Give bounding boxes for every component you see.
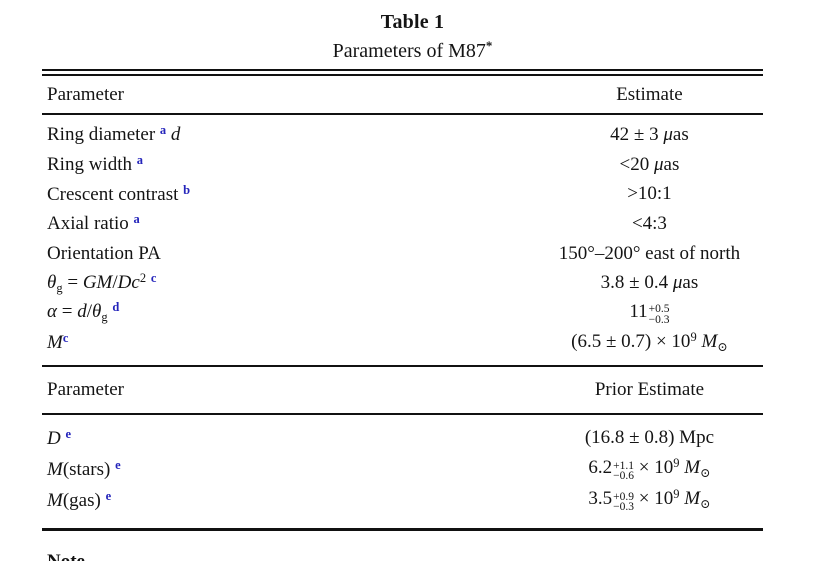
estimate-cell: <20 μas [619, 153, 680, 175]
table-caption: Table 1 Parameters of M87* [0, 11, 825, 63]
parameters-table: Parameter Estimate Ring diameter a d 42 ±… [42, 69, 763, 531]
estimate-cell: 3.5 +0.9 −0.3 × 109 M⊙ [588, 487, 711, 514]
parameter-column-header: Parameter [47, 83, 125, 105]
parameter-cell: Axial ratio a [47, 212, 140, 235]
top-double-rule [42, 69, 763, 76]
parameter-cell: Orientation PA [47, 242, 161, 264]
footnote-mark: d [112, 300, 120, 315]
parameter-cell: θg = GM/Dc2 c [47, 270, 157, 295]
footnote-mark: b [183, 182, 191, 197]
stacked-uncertainty: +1.1 −0.6 [613, 459, 634, 483]
table-row: Mc (6.5 ± 0.7) × 109 M⊙ [42, 328, 763, 358]
table-row: Ring width a <20 μas [42, 150, 763, 180]
parameter-column-header: Parameter [47, 378, 125, 400]
parameter-cell: Mc [47, 331, 69, 354]
header-row-prior-estimate: Parameter Prior Estimate [42, 367, 763, 413]
table-row: α = d/θg d 11 +0.5 −0.3 [42, 298, 763, 328]
estimate-cell: 11 +0.5 −0.3 [629, 300, 670, 326]
stacked-uncertainty: +0.9 −0.3 [613, 490, 634, 514]
bottom-rule [42, 527, 763, 531]
parameter-cell: Ring width a [47, 153, 143, 176]
stacked-uncertainty: +0.5 −0.3 [648, 303, 670, 326]
table-row: θg = GM/Dc2 c 3.8 ± 0.4 μas [42, 268, 763, 298]
footnote-mark: c [150, 270, 157, 285]
header-row-estimate: Parameter Estimate [42, 76, 763, 113]
footnote-mark: c [62, 331, 69, 346]
estimate-cell: 6.2 +1.1 −0.6 × 109 M⊙ [588, 456, 711, 483]
footnote-mark: a [133, 212, 140, 227]
parameter-cell: Ring diameter a d [47, 123, 181, 146]
header-rule [42, 113, 763, 115]
footnote-mark: e [105, 488, 112, 503]
estimate-cell: 150°–200° east of north [558, 242, 741, 264]
table-row: Crescent contrast b >10:1 [42, 179, 763, 209]
asterisk-footnote-mark: * [485, 38, 493, 53]
estimate-cell: 42 ± 3 μas [610, 123, 689, 145]
footnote-mark: a [136, 153, 143, 168]
estimate-column-header: Estimate [616, 83, 683, 105]
estimate-cell: <4:3 [631, 212, 667, 234]
section-divider-rule [42, 364, 763, 367]
table-row: M(gas) e 3.5 +0.9 −0.3 × 109 M⊙ [42, 485, 763, 516]
estimate-cell: (6.5 ± 0.7) × 109 M⊙ [571, 330, 728, 355]
header-rule [42, 412, 763, 415]
table-row: Axial ratio a <4:3 [42, 209, 763, 239]
parameter-cell: M(stars) e [47, 457, 121, 480]
parameter-cell: M(gas) e [47, 488, 112, 511]
footnote-mark: a [159, 123, 167, 138]
table-row: M(stars) e 6.2 +1.1 −0.6 × 109 M⊙ [42, 454, 763, 485]
table-subtitle: Parameters of M87* [0, 34, 825, 63]
footnote-mark: e [65, 426, 72, 441]
estimate-cell: 3.8 ± 0.4 μas [600, 272, 699, 294]
table-row: D e (16.8 ± 0.8) Mpc [42, 423, 763, 454]
subtitle-text: Parameters of M87 [332, 40, 486, 62]
parameter-cell: D e [47, 426, 72, 449]
table-row: Orientation PA 150°–200° east of north [42, 239, 763, 269]
estimate-section-rows: Ring diameter a d 42 ± 3 μas Ring width a <… [42, 115, 763, 365]
prior-estimate-column-header: Prior Estimate [594, 378, 705, 400]
table-row: Ring diameter a d 42 ± 3 μas [42, 120, 763, 150]
estimate-cell: >10:1 [627, 183, 672, 205]
footnote-mark: e [115, 457, 121, 472]
note-label: Note [47, 551, 85, 561]
estimate-cell: (16.8 ± 0.8) Mpc [584, 427, 715, 448]
parameter-cell: α = d/θg d [47, 300, 120, 325]
prior-estimate-section-rows: D e (16.8 ± 0.8) Mpc M(stars) e 6.2 +1.1 −0.6… [42, 415, 763, 528]
parameter-cell: Crescent contrast b [47, 182, 191, 205]
table-title: Table 1 [380, 11, 445, 33]
